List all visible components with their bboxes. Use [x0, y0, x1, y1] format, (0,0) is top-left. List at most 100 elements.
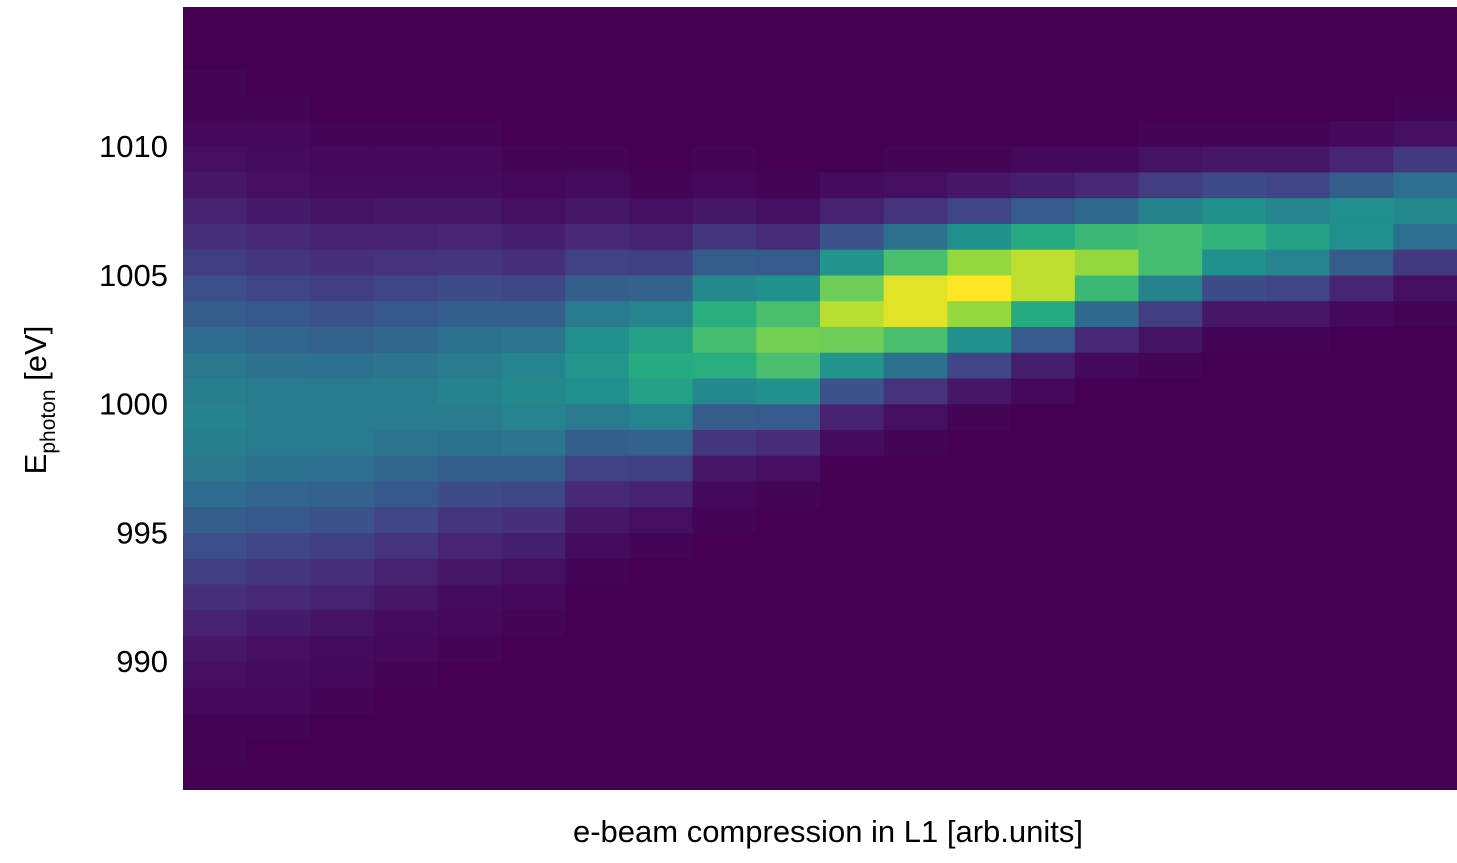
heatmap-cell	[1074, 455, 1140, 482]
heatmap-cell	[692, 300, 757, 327]
heatmap-cell	[1011, 583, 1076, 611]
heatmap-cell	[628, 197, 694, 224]
heatmap-cell	[1074, 532, 1140, 559]
heatmap-cell	[310, 197, 375, 224]
heatmap-cell	[183, 403, 248, 431]
heatmap-cell	[947, 146, 1012, 173]
heatmap-cell	[501, 506, 566, 534]
heatmap-cell	[1393, 661, 1457, 688]
heatmap-cell	[756, 377, 821, 405]
heatmap-cell	[756, 635, 821, 662]
heatmap-cell	[1074, 558, 1140, 585]
heatmap-cell	[1074, 506, 1140, 534]
heatmap-cell	[1265, 403, 1331, 431]
heatmap-cell	[628, 764, 694, 790]
heatmap-cell	[1138, 480, 1203, 508]
heatmap-cell	[183, 120, 248, 147]
heatmap-cell	[1011, 764, 1076, 790]
heatmap-cell	[310, 146, 375, 173]
heatmap-cell	[1202, 274, 1267, 302]
heatmap-cell	[1265, 17, 1331, 44]
heatmap-cell	[183, 17, 248, 44]
heatmap-cell	[246, 274, 311, 302]
heatmap-cell	[1202, 43, 1267, 70]
heatmap-cell	[1202, 738, 1267, 765]
heatmap-cell	[1393, 712, 1457, 740]
heatmap-cell	[1202, 558, 1267, 585]
heatmap-cell	[1202, 146, 1267, 173]
heatmap-cell	[883, 532, 948, 559]
heatmap-cell	[437, 120, 503, 147]
heatmap-cell	[756, 68, 821, 96]
heatmap-cell	[246, 429, 311, 456]
y-tick-label: 1000	[99, 387, 168, 422]
heatmap-cell	[756, 738, 821, 765]
heatmap-cell	[1011, 429, 1076, 456]
y-tick-label: 995	[116, 515, 168, 550]
heatmap-cell	[628, 352, 694, 379]
heatmap-cell	[1138, 377, 1203, 405]
heatmap-cell	[1265, 326, 1331, 353]
heatmap-cell	[1074, 352, 1140, 379]
heatmap-cell	[374, 94, 439, 121]
heatmap-cell	[246, 352, 311, 379]
heatmap-cell	[183, 352, 248, 379]
heatmap-cell	[1393, 686, 1457, 714]
heatmap-cell	[692, 609, 757, 637]
heatmap-cell	[820, 94, 885, 121]
heatmap-cell	[310, 300, 375, 327]
heatmap-cell	[183, 300, 248, 327]
heatmap-cell	[1138, 197, 1203, 224]
heatmap-cell	[692, 764, 757, 790]
heatmap-cell	[820, 197, 885, 224]
heatmap-cell	[183, 249, 248, 276]
heatmap-cell	[1202, 429, 1267, 456]
heatmap-cell	[820, 661, 885, 688]
heatmap-cell	[310, 171, 375, 199]
heatmap-cell	[246, 17, 311, 44]
heatmap-cell	[1265, 480, 1331, 508]
heatmap-cell	[246, 197, 311, 224]
heatmap-cell	[565, 738, 630, 765]
heatmap-cell	[1393, 274, 1457, 302]
x-axis-label: e-beam compression in L1 [arb.units]	[573, 814, 1083, 849]
heatmap-cells	[183, 17, 1457, 790]
heatmap-cell	[628, 94, 694, 121]
heatmap-cell	[883, 712, 948, 740]
heatmap-cell	[565, 120, 630, 147]
heatmap-cell	[565, 68, 630, 96]
heatmap-cell	[756, 17, 821, 44]
heatmap-cell	[692, 661, 757, 688]
heatmap-cell	[1074, 223, 1140, 250]
heatmap-cell	[628, 455, 694, 482]
heatmap-cell	[1329, 558, 1394, 585]
heatmap-cell	[246, 300, 311, 327]
heatmap-cell	[947, 274, 1012, 302]
heatmap-cell	[628, 300, 694, 327]
heatmap-cell	[437, 171, 503, 199]
heatmap-cell	[1265, 558, 1331, 585]
heatmap-cell	[1329, 506, 1394, 534]
heatmap-cell	[820, 17, 885, 44]
heatmap-cell	[947, 403, 1012, 431]
heatmap-cell	[246, 455, 311, 482]
heatmap-cell	[437, 712, 503, 740]
heatmap-cell	[628, 17, 694, 44]
heatmap-cell	[310, 403, 375, 431]
heatmap-cell	[820, 120, 885, 147]
heatmap-cell	[692, 506, 757, 534]
heatmap-cell	[1393, 146, 1457, 173]
heatmap-cell	[756, 300, 821, 327]
heatmap-cell	[183, 686, 248, 714]
heatmap-cell	[883, 635, 948, 662]
heatmap-cell	[1393, 197, 1457, 224]
heatmap-cell	[883, 377, 948, 405]
heatmap-cell	[374, 558, 439, 585]
heatmap-cell	[310, 429, 375, 456]
heatmap-cell	[947, 352, 1012, 379]
heatmap-cell	[883, 738, 948, 765]
heatmap-cell	[756, 223, 821, 250]
heatmap-cell	[1265, 429, 1331, 456]
heatmap-cell	[1011, 120, 1076, 147]
heatmap-cell	[1265, 300, 1331, 327]
